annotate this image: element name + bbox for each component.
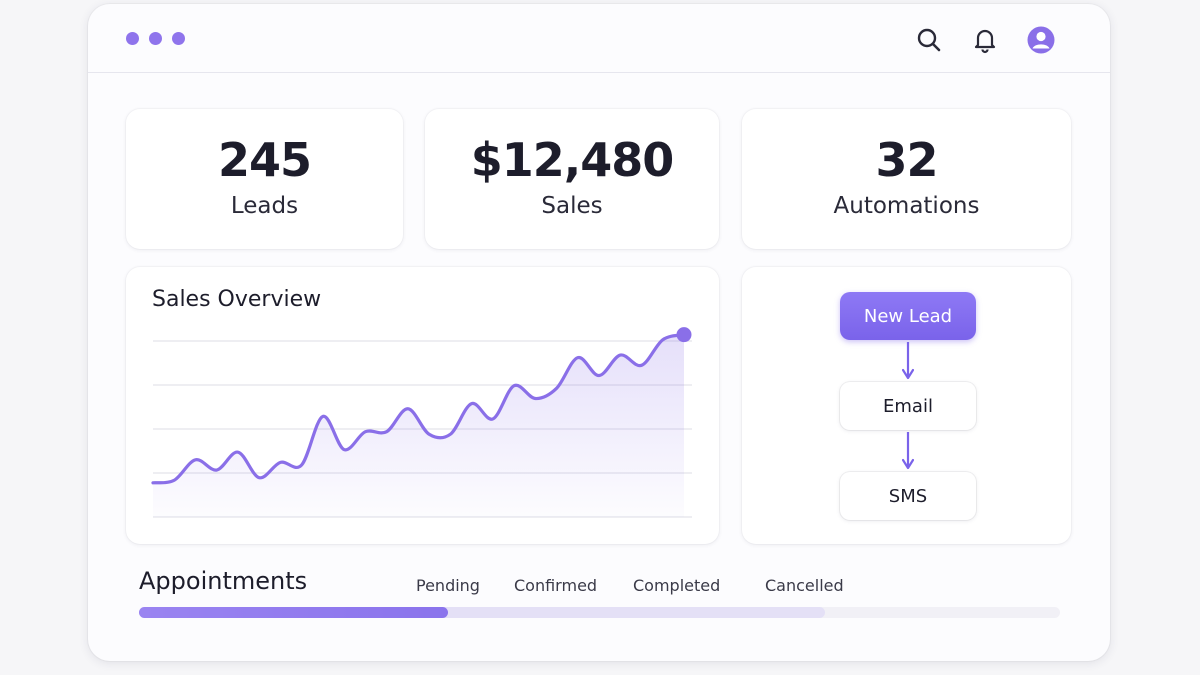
stat-label: Automations: [833, 193, 980, 219]
bell-icon[interactable]: [971, 26, 999, 54]
latest-value-point[interactable]: [676, 327, 692, 343]
stat-value: 32: [875, 133, 938, 187]
appointments-progress-fill: [139, 607, 448, 618]
workflow-node-new-lead[interactable]: New Lead: [840, 292, 976, 340]
arrow-down-icon: [902, 342, 914, 380]
arrow-down-icon: [902, 432, 914, 470]
status-cancelled[interactable]: Cancelled: [765, 576, 844, 595]
appointments-title: Appointments: [139, 567, 308, 595]
sales-card[interactable]: $12,480 Sales: [425, 109, 719, 249]
stat-value: 245: [217, 133, 312, 187]
stat-value: $12,480: [470, 133, 675, 187]
appointments-progress-track: [139, 607, 1060, 618]
leads-card[interactable]: 245 Leads: [126, 109, 403, 249]
status-completed[interactable]: Completed: [633, 576, 721, 595]
status-pending[interactable]: Pending: [416, 576, 480, 595]
user-avatar-icon[interactable]: [1026, 25, 1055, 54]
sales-series-line: [151, 333, 686, 485]
window-controls: [126, 32, 185, 45]
window-dot-icon[interactable]: [172, 32, 185, 45]
stat-label: Leads: [230, 193, 299, 219]
sales-line-chart: [151, 327, 692, 518]
window-dot-icon[interactable]: [149, 32, 162, 45]
window-dot-icon[interactable]: [126, 32, 139, 45]
status-confirmed[interactable]: Confirmed: [514, 576, 598, 595]
workflow-card: New Lead Email SMS: [742, 267, 1071, 544]
title-bar: [88, 4, 1110, 73]
dashboard-window: 245 Leads $12,480 Sales 32 Automations S…: [88, 4, 1110, 661]
chart-title: Sales Overview: [152, 287, 322, 312]
workflow-node-email[interactable]: Email: [840, 382, 976, 430]
search-icon[interactable]: [915, 26, 943, 54]
automations-card[interactable]: 32 Automations: [742, 109, 1071, 249]
stat-label: Sales: [541, 193, 603, 219]
appointments-progress-secondary: [139, 607, 826, 618]
workflow-node-sms[interactable]: SMS: [840, 472, 976, 520]
sales-overview-card: Sales Overview: [126, 267, 719, 544]
sales-area-fill: [153, 334, 684, 517]
